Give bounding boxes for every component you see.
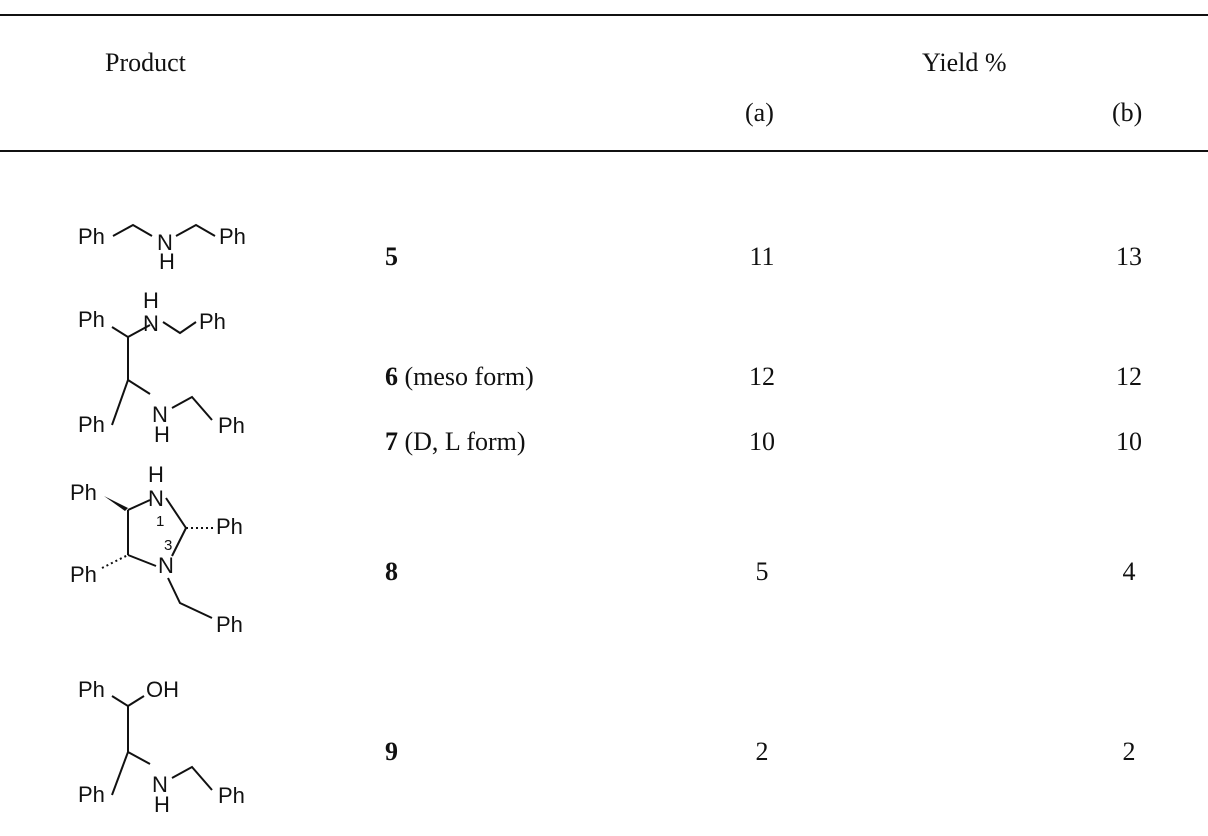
yield-b-9: 2 <box>1122 737 1136 766</box>
ph-label: Ph <box>216 514 243 539</box>
header-col-b: (b) <box>1112 98 1143 127</box>
n-label: N <box>158 553 174 578</box>
oh-label: OH <box>146 677 179 702</box>
ring-position-1: 1 <box>156 513 164 530</box>
bond <box>162 321 197 335</box>
ph-label: Ph <box>78 307 105 332</box>
h-label: H <box>154 422 170 447</box>
n-label: N <box>152 772 168 797</box>
compound-form: (D, L form) <box>398 427 526 456</box>
bond <box>171 765 213 791</box>
bond <box>165 497 187 529</box>
bond <box>111 695 129 707</box>
bond <box>127 695 145 707</box>
compound-label-9: 9 <box>385 737 398 767</box>
compound-form: (meso form) <box>398 362 534 391</box>
yield-b-8: 4 <box>1122 557 1136 586</box>
bond <box>127 499 151 511</box>
compound-number: 6 <box>385 362 398 391</box>
yield-a-8: 5 <box>755 557 769 586</box>
h-label: H <box>148 462 164 487</box>
bond <box>127 324 151 338</box>
bond <box>112 223 153 237</box>
ph-label: Ph <box>70 480 97 505</box>
bond <box>127 379 151 395</box>
compound-label-6: 6 (meso form) <box>385 362 534 392</box>
header-col-a: (a) <box>745 98 774 127</box>
ph-label: Ph <box>199 309 226 334</box>
ph-label: Ph <box>78 782 105 807</box>
n-label: N <box>148 486 164 511</box>
bond <box>171 395 213 421</box>
bond <box>167 577 213 619</box>
compound-label-7: 7 (D, L form) <box>385 427 526 457</box>
ph-label: Ph <box>218 413 245 438</box>
ph-label: Ph <box>78 224 105 249</box>
yield-b-5: 13 <box>1116 242 1142 271</box>
compound-number: 7 <box>385 427 398 456</box>
ph-label: Ph <box>216 612 243 637</box>
bond <box>111 326 129 338</box>
h-label: H <box>159 249 175 274</box>
wedge-bond <box>104 496 128 511</box>
yield-b-6: 12 <box>1116 362 1142 391</box>
ph-label: Ph <box>78 412 105 437</box>
top-rule <box>0 14 1208 16</box>
header-product: Product <box>105 48 186 77</box>
bond <box>111 751 129 796</box>
ph-label: Ph <box>70 562 97 587</box>
ph-label: Ph <box>218 783 245 808</box>
bond <box>171 527 187 557</box>
bond <box>127 554 157 567</box>
compound-number: 8 <box>385 557 398 586</box>
bond <box>175 223 216 237</box>
header-rule <box>0 150 1208 152</box>
bond <box>127 751 151 765</box>
bond <box>111 379 129 426</box>
compound-label-8: 8 <box>385 557 398 587</box>
h-label: H <box>154 792 170 817</box>
yield-a-9: 2 <box>755 737 769 766</box>
ph-label: Ph <box>78 677 105 702</box>
yield-a-5: 11 <box>749 242 775 271</box>
ring-position-3: 3 <box>164 537 172 554</box>
header-yield: Yield % <box>922 48 1007 77</box>
yield-a-7: 10 <box>749 427 775 456</box>
n-label: N <box>152 402 168 427</box>
n-label: N <box>157 230 173 255</box>
ph-label: Ph <box>219 224 246 249</box>
compound-label-5: 5 <box>385 242 398 272</box>
yield-a-6: 12 <box>749 362 775 391</box>
compound-number: 5 <box>385 242 398 271</box>
compound-number: 9 <box>385 737 398 766</box>
h-label: H <box>143 288 159 313</box>
yield-b-7: 10 <box>1116 427 1142 456</box>
n-label: N <box>143 311 159 336</box>
